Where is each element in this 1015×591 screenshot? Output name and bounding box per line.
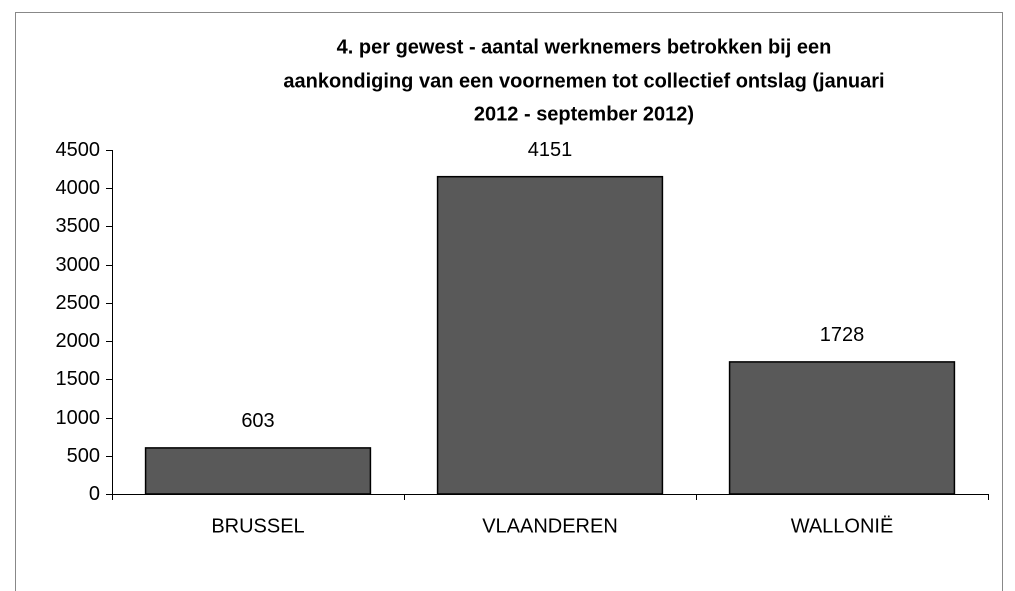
x-tick-label: BRUSSEL bbox=[211, 515, 304, 537]
bar bbox=[436, 175, 664, 495]
y-tick-label: 2500 bbox=[56, 292, 101, 314]
y-tick-label: 2000 bbox=[56, 330, 101, 352]
y-tick-label: 1500 bbox=[56, 368, 101, 390]
bar bbox=[728, 361, 956, 495]
x-tick-label: VLAANDEREN bbox=[482, 515, 618, 537]
data-label: 1728 bbox=[820, 324, 865, 346]
y-tick-label: 3500 bbox=[56, 215, 101, 237]
chart-title: 4. per gewest - aantal werknemers betrok… bbox=[337, 36, 832, 58]
y-tick-label: 4000 bbox=[56, 177, 101, 199]
y-tick-label: 0 bbox=[89, 483, 100, 505]
x-tick-label: WALLONIË bbox=[791, 515, 894, 537]
y-tick-label: 1000 bbox=[56, 407, 101, 429]
bar bbox=[144, 447, 372, 495]
y-tick-label: 3000 bbox=[56, 254, 101, 276]
data-label: 603 bbox=[241, 410, 274, 432]
chart-title: aankondiging van een voornemen tot colle… bbox=[283, 70, 884, 92]
data-label: 4151 bbox=[528, 139, 573, 161]
y-tick-label: 4500 bbox=[56, 139, 101, 161]
chart-title: 2012 - september 2012) bbox=[474, 103, 694, 125]
chart-frame bbox=[15, 12, 1003, 591]
y-tick-label: 500 bbox=[67, 445, 100, 467]
